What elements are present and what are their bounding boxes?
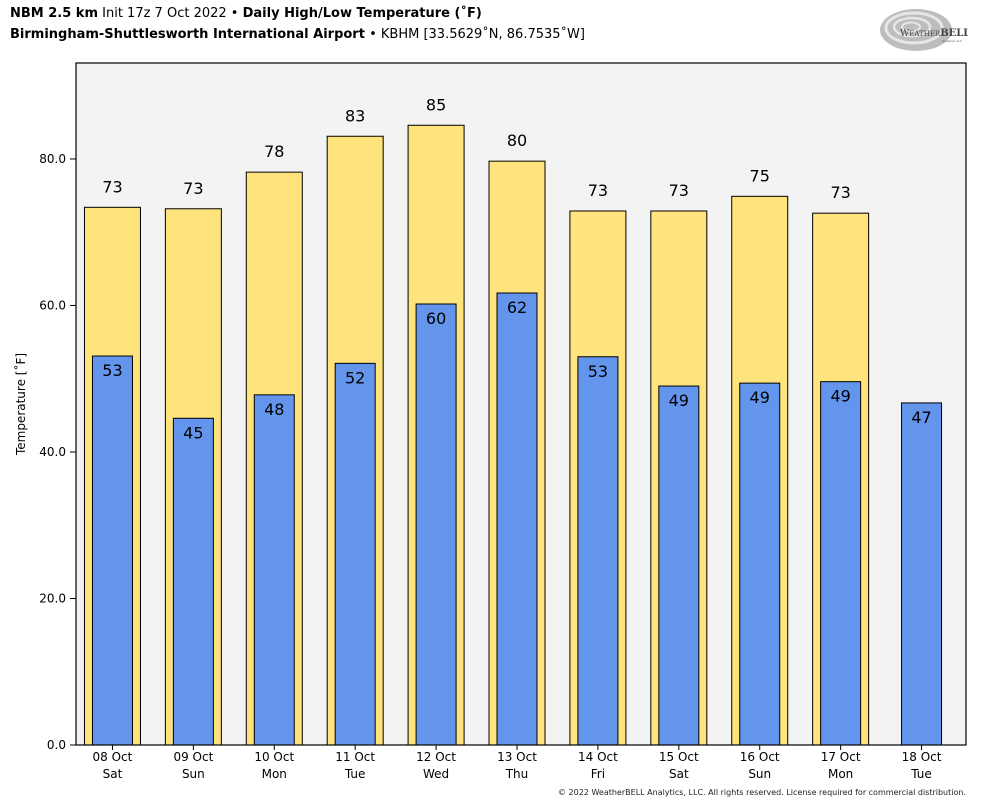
x-axis: 08 Oct Sat 09 Oct Sun 10 Oct Mon 11 Oct Tue 12 O… xyxy=(93,745,942,781)
x-tick-day: Mon xyxy=(262,767,287,781)
low-bar xyxy=(658,385,700,746)
svg-text:WEATHERBELL: WEATHERBELL xyxy=(900,28,968,39)
high-value-label: 73 xyxy=(830,183,850,202)
high-value-label: 73 xyxy=(183,179,203,198)
low-value-label: 60 xyxy=(426,309,446,328)
x-tick-day: Mon xyxy=(828,767,853,781)
x-tick-date: 08 Oct xyxy=(93,750,133,764)
x-tick-date: 16 Oct xyxy=(740,750,780,764)
low-value-label: 49 xyxy=(669,391,689,410)
low-temperature-series xyxy=(91,292,943,746)
x-tick-date: 13 Oct xyxy=(497,750,537,764)
chart-title-line-2: Birmingham-Shuttlesworth International A… xyxy=(10,27,585,42)
x-tick-day: Wed xyxy=(423,767,449,781)
high-value-label: 73 xyxy=(102,177,122,196)
low-bar xyxy=(91,355,133,746)
x-tick-day: Sat xyxy=(669,767,689,781)
copyright-notice: © 2022 WeatherBELL Analytics, LLC. All r… xyxy=(558,788,966,797)
x-tick-day: Tue xyxy=(910,767,932,781)
x-tick-date: 14 Oct xyxy=(578,750,618,764)
high-temperature-labels: 73 73 78 83 85 80 73 73 75 73 xyxy=(102,95,851,202)
low-value-label: 49 xyxy=(830,387,850,406)
low-bar xyxy=(496,292,538,746)
low-temperature-labels: 53 45 48 52 60 62 53 49 49 49 47 xyxy=(102,298,931,442)
model-name: NBM 2.5 km xyxy=(10,6,98,21)
low-bar xyxy=(577,356,619,746)
low-bar xyxy=(172,417,214,746)
x-tick-day: Sun xyxy=(748,767,771,781)
x-tick-day: Sat xyxy=(103,767,123,781)
low-bar xyxy=(820,381,862,746)
chart-title-line-1: NBM 2.5 km Init 17z 7 Oct 2022 • Daily H… xyxy=(10,6,482,21)
x-tick-date: 12 Oct xyxy=(416,750,456,764)
station-info: KBHM [33.5629˚N, 86.7535˚W] xyxy=(380,27,585,42)
y-tick-label: 60.0 xyxy=(39,298,66,312)
y-tick-label: 80.0 xyxy=(39,152,66,166)
location-name: Birmingham-Shuttlesworth International A… xyxy=(10,27,365,42)
y-tick-label: 0.0 xyxy=(47,738,66,752)
y-axis-label: Temperature [˚F] xyxy=(13,353,28,456)
low-value-label: 53 xyxy=(588,362,608,381)
high-value-label: 73 xyxy=(669,181,689,200)
x-tick-day: Thu xyxy=(505,767,529,781)
x-tick-date: 15 Oct xyxy=(659,750,699,764)
x-tick-day: Fri xyxy=(591,767,605,781)
low-value-label: 49 xyxy=(750,388,770,407)
separator-bullet: • xyxy=(369,27,377,42)
low-value-label: 48 xyxy=(264,400,284,419)
low-bar xyxy=(253,394,295,746)
y-axis: 0.0 20.0 40.0 60.0 80.0 xyxy=(39,152,76,752)
x-tick-date: 09 Oct xyxy=(173,750,213,764)
product-name: Daily High/Low Temperature (˚F) xyxy=(242,6,482,21)
init-time: Init 17z 7 Oct 2022 xyxy=(102,6,227,21)
weatherbell-logo: WEATHERBELL Analytics LLC xyxy=(880,9,968,51)
y-tick-label: 40.0 xyxy=(39,445,66,459)
separator-bullet: • xyxy=(230,6,239,21)
high-value-label: 80 xyxy=(507,131,527,150)
low-value-label: 47 xyxy=(911,408,931,427)
high-value-label: 78 xyxy=(264,142,284,161)
high-value-label: 83 xyxy=(345,106,365,125)
plot-frame xyxy=(75,62,967,746)
high-value-label: 85 xyxy=(426,95,446,114)
low-bar xyxy=(334,362,376,746)
low-bar xyxy=(415,303,457,746)
x-tick-day: Sun xyxy=(182,767,205,781)
low-value-label: 52 xyxy=(345,368,365,387)
high-value-label: 75 xyxy=(750,166,770,185)
x-tick-date: 18 Oct xyxy=(902,750,942,764)
x-tick-date: 17 Oct xyxy=(821,750,861,764)
low-value-label: 62 xyxy=(507,298,527,317)
low-value-label: 45 xyxy=(183,423,203,442)
low-bar xyxy=(739,382,781,746)
svg-text:Analytics LLC: Analytics LLC xyxy=(942,39,962,43)
y-tick-label: 20.0 xyxy=(39,591,66,605)
x-tick-date: 11 Oct xyxy=(335,750,375,764)
x-tick-day: Tue xyxy=(344,767,366,781)
x-tick-date: 10 Oct xyxy=(254,750,294,764)
low-value-label: 53 xyxy=(102,361,122,380)
high-value-label: 73 xyxy=(588,181,608,200)
low-bar xyxy=(901,402,943,746)
